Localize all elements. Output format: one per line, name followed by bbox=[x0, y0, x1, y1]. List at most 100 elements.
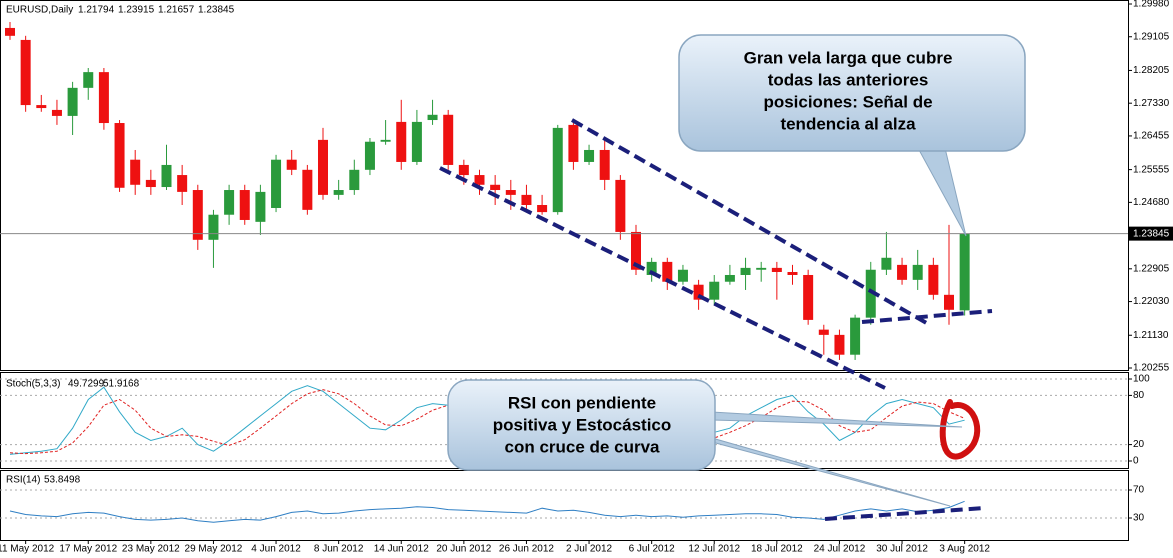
trend-line bbox=[571, 118, 931, 327]
candle-body bbox=[677, 269, 688, 282]
x-tick-label: 26 Jun 2012 bbox=[499, 544, 554, 555]
y-tick-label: 1.28205 bbox=[1133, 65, 1170, 76]
candle-body bbox=[709, 281, 720, 300]
y-tick-label: 1.20255 bbox=[1133, 363, 1170, 374]
y-tick-label: 20 bbox=[1133, 439, 1145, 450]
header-high: 1.23915 bbox=[118, 5, 155, 16]
trend-line bbox=[824, 506, 986, 521]
callout-text: tendencia al alza bbox=[780, 114, 916, 133]
trend-lines bbox=[439, 118, 993, 521]
candle-body bbox=[584, 149, 595, 162]
candle-body bbox=[364, 141, 375, 170]
y-tick-label: 0 bbox=[1133, 456, 1139, 467]
candle-body bbox=[881, 257, 892, 270]
stoch-signal-value: 51.9168 bbox=[103, 379, 140, 390]
candle-body bbox=[224, 190, 235, 215]
callout: Gran vela larga que cubre todas las ante… bbox=[678, 34, 1026, 237]
candle-body bbox=[537, 204, 548, 213]
y-tick-label: 80 bbox=[1133, 390, 1145, 401]
symbol-title: EURUSD,Daily bbox=[6, 5, 73, 16]
callout-box bbox=[447, 379, 716, 471]
candle-body bbox=[631, 231, 641, 270]
y-tick-label: 1.22030 bbox=[1133, 296, 1170, 307]
y-tick-label: 1.21130 bbox=[1133, 330, 1169, 341]
x-tick-label: 30 Jul 2012 bbox=[876, 544, 928, 555]
candle-body bbox=[255, 191, 266, 222]
trend-line bbox=[439, 166, 886, 390]
candle-body bbox=[724, 274, 735, 282]
candle-body bbox=[271, 159, 282, 208]
candle-body bbox=[458, 164, 469, 176]
y-tick-label: 1.25555 bbox=[1133, 164, 1170, 175]
candle-body bbox=[36, 105, 47, 109]
x-tick-label: 2 Jul 2012 bbox=[566, 544, 613, 555]
candle-body bbox=[818, 329, 829, 335]
candle-body bbox=[521, 194, 532, 205]
x-tick-label: 6 Jul 2012 bbox=[629, 544, 676, 555]
y-tick-label: 1.24680 bbox=[1133, 197, 1170, 208]
header-open: 1.21794 bbox=[78, 5, 115, 16]
candle-body bbox=[865, 269, 876, 318]
candle-body bbox=[959, 233, 970, 311]
candle-body bbox=[98, 72, 109, 124]
x-tick-label: 14 Jun 2012 bbox=[374, 544, 429, 555]
candle-body bbox=[208, 214, 219, 240]
candle-body bbox=[850, 317, 861, 355]
candle-body bbox=[83, 72, 94, 88]
candle-body bbox=[380, 139, 391, 142]
stoch-title: Stoch(5,3,3) bbox=[6, 379, 60, 390]
candle-body bbox=[568, 124, 579, 162]
candle-body bbox=[396, 121, 407, 162]
candle-body bbox=[505, 190, 516, 195]
candle-body bbox=[662, 261, 673, 282]
candle-body bbox=[944, 294, 954, 310]
header-close: 1.23845 bbox=[198, 5, 235, 16]
x-tick-label: 3 Aug 2012 bbox=[939, 544, 990, 555]
candle-body bbox=[756, 267, 767, 270]
candle-body bbox=[771, 267, 782, 272]
x-tick-label: 8 Jun 2012 bbox=[314, 544, 364, 555]
candle-body bbox=[897, 264, 908, 280]
candle-body bbox=[646, 261, 657, 275]
candle-body bbox=[177, 175, 188, 192]
y-tick-label: 30 bbox=[1133, 513, 1145, 524]
candle-body bbox=[912, 264, 923, 280]
x-tick-label: 24 Jul 2012 bbox=[814, 544, 866, 555]
x-tick-label: 17 May 2012 bbox=[59, 544, 117, 555]
y-tick-label: 1.22905 bbox=[1133, 263, 1170, 274]
x-tick-label: 29 May 2012 bbox=[185, 544, 243, 555]
trend-line bbox=[861, 309, 993, 324]
candle-body bbox=[67, 87, 78, 116]
candle-body bbox=[443, 114, 454, 165]
y-tick-label: 70 bbox=[1133, 485, 1145, 496]
candle-body bbox=[928, 264, 939, 295]
callout-text: positiva y Estocástico bbox=[493, 415, 672, 434]
indicator-line bbox=[9, 500, 965, 523]
y-tick-label: 100 bbox=[1133, 374, 1150, 385]
price-marker-label: 1.23845 bbox=[1133, 228, 1170, 239]
candle-body bbox=[740, 267, 751, 275]
callout-text: posiciones: Señal de bbox=[763, 92, 932, 111]
rsi-title: RSI(14) bbox=[6, 475, 40, 486]
candle-body bbox=[318, 139, 328, 195]
candle-body bbox=[5, 27, 15, 36]
y-tick-label: 1.29980 bbox=[1133, 0, 1170, 10]
candle-body bbox=[474, 175, 485, 185]
x-tick-label: 18 Jul 2012 bbox=[751, 544, 803, 555]
candle-body bbox=[333, 190, 344, 195]
x-tick-label: 23 May 2012 bbox=[122, 544, 180, 555]
callout-text: Gran vela larga que cubre bbox=[744, 48, 953, 67]
x-tick-label: 20 Jun 2012 bbox=[436, 544, 491, 555]
candle-body bbox=[114, 123, 125, 188]
callout-box bbox=[678, 34, 1026, 152]
candle-body bbox=[349, 169, 360, 191]
candle-body bbox=[599, 149, 610, 180]
candle-body bbox=[192, 190, 203, 240]
candle-body bbox=[552, 127, 563, 213]
candle-body bbox=[787, 271, 798, 275]
candle-body bbox=[20, 39, 31, 106]
candle-body bbox=[693, 284, 704, 300]
candle-body bbox=[615, 179, 626, 232]
